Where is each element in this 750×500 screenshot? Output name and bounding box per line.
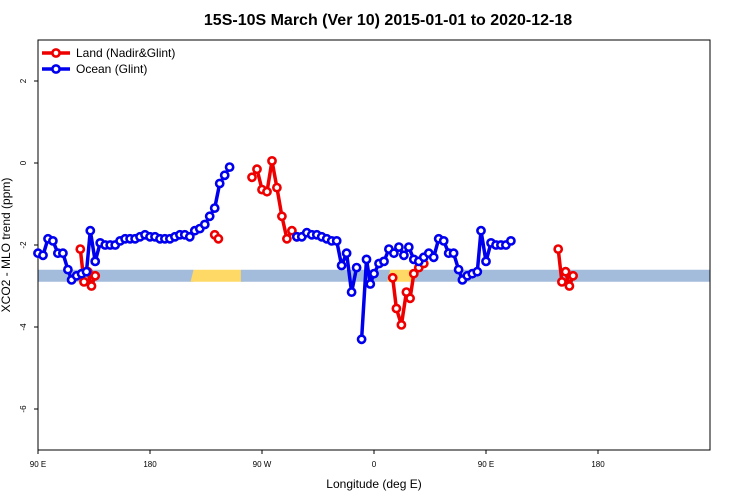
y-tick-label: -2 [19,241,28,249]
data-point-ocean [388,248,399,259]
data-point-ocean [199,219,210,230]
y-tick-label: 0 [19,160,28,165]
x-tick-label: 180 [591,460,605,469]
data-point-land [213,233,224,244]
data-point-land [247,172,257,183]
data-point-land [286,225,297,236]
data-point-ocean [209,203,220,213]
data-point-ocean [428,252,439,263]
data-point-ocean [219,170,230,181]
x-tick-label: 90 E [478,460,494,469]
data-point-ocean [214,178,225,189]
y-tick-label: -4 [19,323,28,331]
legend-marker-land [51,48,61,58]
data-point-ocean [369,268,379,279]
data-point-ocean [81,266,92,277]
series-layer [33,155,578,345]
data-point-ocean [48,235,58,246]
data-point-ocean [38,250,48,261]
x-axis-label: Longitude (deg E) [326,477,421,491]
data-point-ocean [472,266,483,277]
data-point-ocean [379,256,389,267]
data-point-ocean [336,260,347,271]
data-point-ocean [58,248,68,259]
x-tick-label: 90 W [253,460,272,469]
series-line-land [556,247,564,284]
data-point-land [90,270,101,281]
legend-label-ocean: Ocean (Glint) [76,62,147,76]
data-point-ocean [393,242,404,252]
x-tick-label: 0 [372,460,377,469]
data-point-ocean [85,225,96,236]
data-point-ocean [356,334,367,345]
legend-label-land: Land (Nadir&Glint) [76,46,175,60]
data-point-ocean [476,225,486,236]
x-tick-label: 90 E [30,460,46,469]
data-point-land [391,303,402,314]
legend: Land (Nadir&Glint) Ocean (Glint) [42,46,175,76]
band-segment-land [190,269,244,282]
plot-frame [37,39,711,451]
data-point-ocean [346,287,357,297]
data-point-land [405,293,415,304]
data-point-land [252,164,262,175]
data-point-ocean [63,264,73,275]
data-point-ocean [204,211,215,222]
data-point-ocean [184,231,195,242]
data-point-ocean [448,248,459,259]
band-segment-ocean [38,269,194,282]
data-point-ocean [224,162,235,172]
y-tick-label: 2 [19,78,28,83]
data-point-ocean [398,250,409,261]
data-point-land [271,182,282,193]
y-axis-label: XCO2 - MLO trend (ppm) [0,178,13,313]
data-point-land [560,266,571,277]
chart-title: 15S-10S March (Ver 10) 2015-01-01 to 202… [204,12,572,29]
data-point-land [281,233,292,244]
data-point-ocean [403,242,414,252]
data-point-land [75,244,86,254]
x-tick-label: 180 [143,460,157,469]
data-point-ocean [331,235,342,246]
data-point-ocean [351,262,362,273]
y-axis-ticks: -6 -4 -2 0 2 [19,78,38,413]
data-point-ocean [365,279,376,289]
data-point-land [568,270,578,281]
data-point-land [276,211,287,222]
data-point-land [387,272,398,283]
y-tick-label: -6 [19,405,28,413]
data-point-ocean [453,264,464,275]
data-point-ocean [361,254,372,265]
data-point-ocean [341,248,352,259]
data-point-ocean [438,235,449,246]
x-axis-ticks: 90 E 180 90 W 0 90 E 180 [30,450,605,469]
data-point-land [262,186,272,197]
data-point-land [86,281,97,291]
data-point-land [564,281,575,291]
data-point-ocean [481,256,491,267]
data-point-land [267,155,277,166]
data-point-land [79,276,89,287]
data-point-land [408,268,419,279]
data-point-land [396,319,407,330]
legend-marker-ocean [51,64,61,74]
data-point-ocean [505,235,516,246]
data-point-land [557,276,567,287]
data-point-ocean [90,256,101,267]
data-point-land [553,244,564,254]
